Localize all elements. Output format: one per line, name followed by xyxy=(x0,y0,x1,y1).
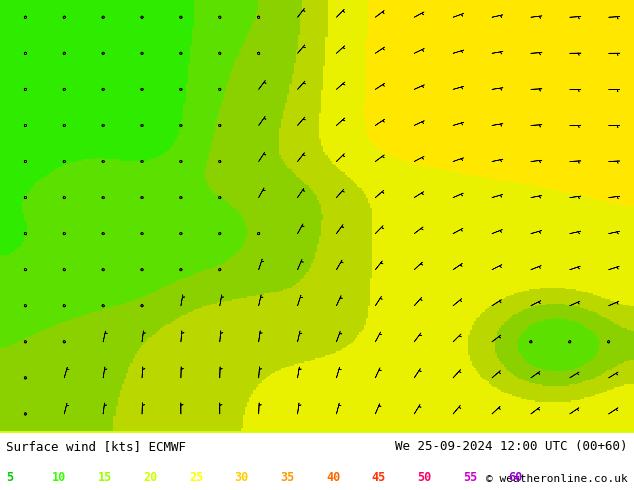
Text: 30: 30 xyxy=(235,471,249,484)
Text: 35: 35 xyxy=(280,471,294,484)
Text: 25: 25 xyxy=(189,471,203,484)
Text: 40: 40 xyxy=(326,471,340,484)
Text: 55: 55 xyxy=(463,471,477,484)
Text: We 25-09-2024 12:00 UTC (00+60): We 25-09-2024 12:00 UTC (00+60) xyxy=(395,440,628,453)
Text: 15: 15 xyxy=(98,471,112,484)
Text: 45: 45 xyxy=(372,471,385,484)
Text: 10: 10 xyxy=(52,471,66,484)
Text: © weatheronline.co.uk: © weatheronline.co.uk xyxy=(486,474,628,484)
Text: 50: 50 xyxy=(417,471,431,484)
Text: Surface wind [kts] ECMWF: Surface wind [kts] ECMWF xyxy=(6,440,186,453)
Text: 60: 60 xyxy=(508,471,522,484)
Text: 20: 20 xyxy=(143,471,157,484)
Text: 5: 5 xyxy=(6,471,13,484)
